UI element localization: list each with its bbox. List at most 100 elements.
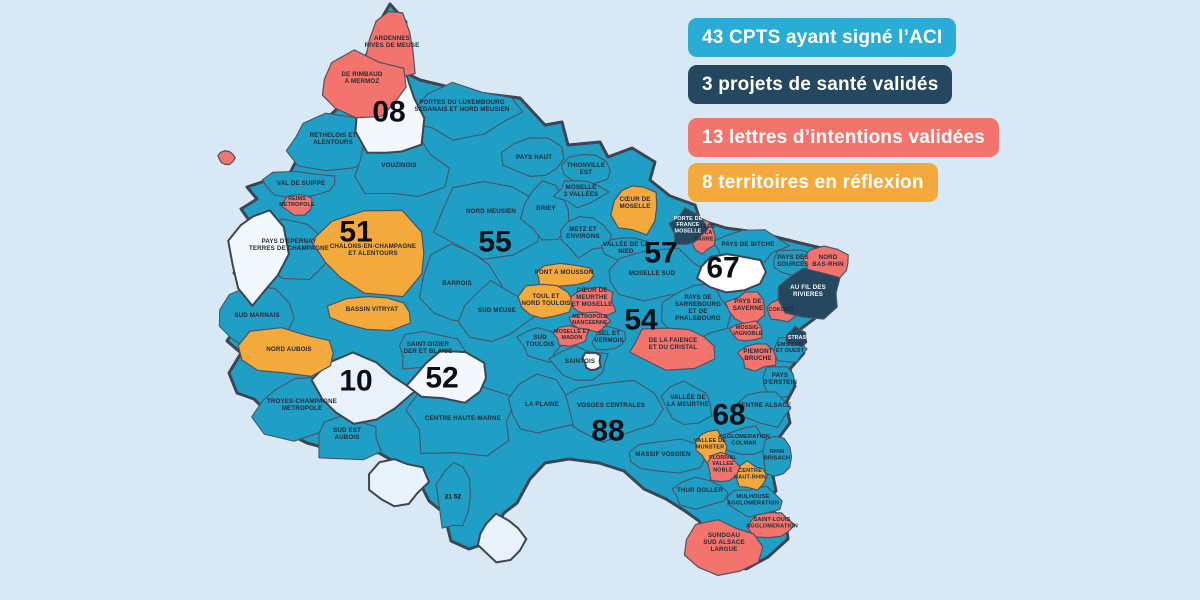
territory-label: SAINT-LOUIS AGGLOMERATION [746, 517, 798, 529]
territory-label: CENTRE HAUTE-MARNE [425, 415, 501, 422]
territory-shape [326, 296, 411, 332]
department-number: 10 [339, 365, 372, 398]
territory-shape [321, 49, 407, 119]
territory-label: VOSGES CENTRALES [577, 402, 645, 409]
department-number: 21 52 [445, 494, 462, 501]
department-number: 52 [425, 362, 458, 395]
territory-label: PAYS D'ERSTEIN [763, 372, 797, 386]
territory-shape [457, 280, 541, 343]
territory-label: BASSIN VITRYAT [346, 306, 398, 313]
legend-item-signed-aci: 43 CPTS ayant signé l’ACI [688, 18, 957, 57]
territory-label: DE RIMBAUD A MERMOZ [341, 71, 382, 85]
territory-label: METROPOLE NANCEENNE [572, 314, 608, 326]
territory-shape [628, 438, 707, 474]
territory-label: RETHELOIS ET ALENTOURS [310, 132, 357, 146]
territory-label: LA PLAINE [525, 401, 559, 408]
territory-label: SAINT-DIZIER DER ET BLAISE [403, 341, 452, 355]
territory-label: PORTE DE FRANCE MOSELLE [674, 216, 703, 234]
territory-label: SAINTOIS [565, 358, 595, 365]
territory-label: PONT A MOUSSON [535, 269, 594, 276]
territory-label: PAYS HAUT [516, 154, 552, 161]
territory-label: NORD AUBOIS [266, 346, 311, 353]
white-zone [696, 253, 767, 294]
territory-label: MOSELLE 3 VALLÉES [564, 184, 599, 198]
territory-label: SUD MARNAIS [234, 312, 279, 319]
territory-shape [660, 380, 713, 426]
territory-label: TOUL ET NORD TOULOIS [521, 293, 570, 307]
territory-label: EMS SUD ET OUEST [776, 342, 805, 354]
territory-label: THIONVILLE EST [567, 162, 605, 176]
territory-shape [507, 373, 574, 434]
legend-item-territoires-reflexion: 8 territoires en réflexion [688, 163, 938, 202]
territory-shape [610, 185, 658, 236]
territory-shape [777, 267, 841, 320]
territory-shape [500, 137, 565, 177]
territory-label: MOSSIG-VIGNOBLE [733, 325, 763, 337]
territory-label: METZ ET ENVIRONS [566, 226, 600, 240]
territory-label: MASSIF VOSGIEN [635, 451, 691, 458]
territory-label: BARROIS [442, 280, 472, 287]
territory-label: FLORIVAL VALLEE NOBLE [709, 455, 737, 473]
legend-item-lettres-intentions: 13 lettres d’intentions validées [688, 118, 1000, 157]
department-number: 67 [706, 252, 739, 285]
territory-shape [732, 391, 792, 428]
legend: 43 CPTS ayant signé l’ACI 3 projets de s… [688, 18, 1000, 202]
territory-label: CŒUR DE MOSELLE [620, 196, 651, 210]
territory-label: SEL ET VERMOIS [594, 330, 624, 344]
territory-shape [762, 366, 796, 399]
territory-shape [629, 327, 716, 371]
territory-label: NORD MEUSIEN [466, 208, 516, 215]
territory-label: MULHOUSE AGGLOMERATION [727, 494, 779, 506]
territory-label: AGGLOMERATION COLMAR [718, 434, 770, 446]
territory-label: CHALONS-EN-CHAMPAGNE ET ALENTOURS [330, 243, 416, 257]
territory-shape [560, 216, 612, 259]
territory-label: SUD EST AUBOIS [333, 427, 361, 441]
territory-shape [683, 519, 764, 577]
white-zone [405, 349, 487, 404]
territory-label: PIEMONT BRUCHE [743, 348, 772, 362]
territory-label: VALLÉE DE LA MEURTHE [667, 393, 709, 408]
territory-shape [281, 194, 313, 216]
department-number: 57 [644, 237, 677, 270]
territory-label: THUR DOLLER [677, 487, 723, 494]
territory-label: VALLÉE DE LA NIED [603, 240, 649, 255]
territory-label: VALLEE DE MUNSTER [694, 438, 726, 450]
legend-item-projets-valides: 3 projets de santé validés [688, 65, 953, 104]
territory-label: CENTRE ALSACE [737, 402, 791, 409]
territory-shape [724, 291, 766, 325]
territory-shape [535, 262, 595, 287]
territory-label: STRAS [788, 335, 807, 341]
territory-shape [762, 435, 793, 477]
territory-shape [217, 150, 236, 166]
territory-label: AU FIL DES RIVIERES [790, 284, 826, 298]
white-zone [581, 351, 602, 372]
territory-label: BRIEY [536, 205, 556, 212]
department-number: 68 [712, 399, 745, 432]
territory-label: SUD TOULOIS [526, 334, 554, 348]
territory-label: SUNDGAU SUD ALSACE LARGUE [703, 532, 745, 553]
department-number: 08 [372, 96, 405, 129]
territory-shape [747, 512, 796, 539]
territory-label: MOSELLE ET MADON [554, 329, 590, 341]
territory-shape [435, 461, 471, 529]
territory-shape [736, 343, 777, 372]
territory-label: PAYS D'EPERNAY TERRES DE CHAMPAGNE [249, 238, 329, 252]
territory-shape [261, 170, 336, 200]
territory-shape [728, 320, 763, 342]
territory-label: PORTES DU LUXEMBOURG SEDANAIS ET NORD MEU… [414, 99, 509, 113]
territory-label: COKORO [768, 307, 793, 313]
territory-label: ARDENNES RIVES DE MEUSE [365, 35, 420, 49]
territory-label: DE LA FAIENCE ET DU CRISTAL [649, 337, 698, 351]
territory-label: NORD BAS-RHIN [812, 254, 844, 268]
territory-label: REIMS METROPOLE [279, 196, 315, 208]
territory-label: MOSELLE SUD [629, 270, 676, 277]
territory-shape [785, 325, 808, 348]
territory-shape [552, 180, 610, 209]
territory-label: CENTRE HAUT-RHIN [734, 468, 766, 480]
department-number: 54 [624, 304, 658, 337]
territory-label: RHIN BRISACH [764, 449, 791, 461]
territory-shape [591, 325, 627, 351]
territory-shape [560, 153, 611, 190]
